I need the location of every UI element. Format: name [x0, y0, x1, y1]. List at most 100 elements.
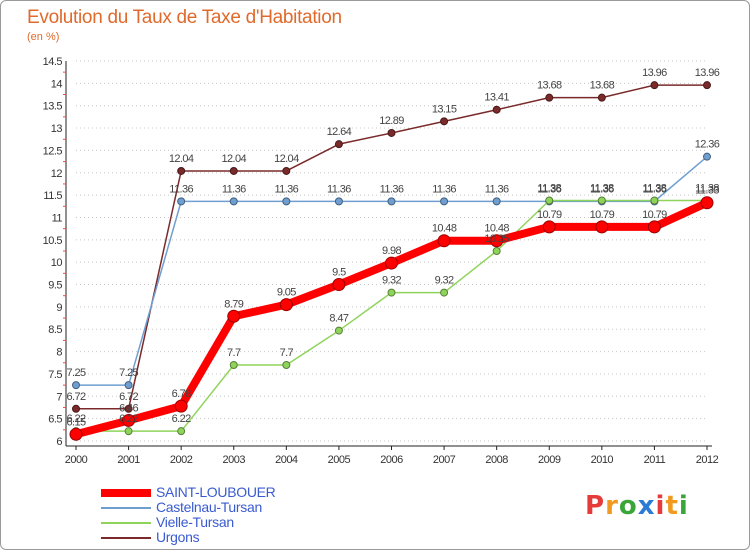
data-label-vielle-tursan: 6.22: [172, 413, 191, 425]
proxiti-logo: Proxiti: [585, 491, 689, 521]
data-label-saint-loubouer: 6.78: [172, 388, 191, 400]
data-point: [72, 404, 80, 413]
data-label-urgons: 13.41: [484, 92, 509, 104]
data-label-vielle-tursan: 9.32: [435, 275, 454, 287]
data-point: [177, 197, 186, 206]
data-point: [387, 128, 396, 137]
logo-letter: i: [678, 491, 689, 521]
legend-label: SAINT-LOUBOUER: [156, 484, 276, 500]
legend-label: Vielle-Tursan: [156, 514, 234, 530]
data-point: [650, 196, 659, 205]
data-point: [440, 197, 449, 206]
data-point: [545, 93, 554, 102]
data-point: [124, 381, 133, 390]
data-point: [227, 309, 241, 323]
data-point: [492, 247, 501, 255]
data-label-urgons: 13.68: [537, 80, 562, 92]
data-label-castelnau-tursan: 11.36: [274, 183, 298, 195]
data-label-saint-loubouer: 10.48: [484, 223, 509, 235]
data-point: [282, 166, 291, 175]
x-tick-label: 2010: [591, 454, 614, 466]
legend-swatch: [101, 521, 151, 524]
logo-letter: t: [665, 491, 679, 521]
y-tick-label: 14.5: [43, 56, 63, 68]
data-label-saint-loubouer: 9.5: [332, 267, 346, 279]
data-label-castelnau-tursan: 11.36: [643, 183, 667, 195]
data-point: [595, 220, 609, 234]
data-point: [332, 278, 346, 292]
series-urgons: [72, 81, 711, 413]
data-label-castelnau-tursan: 12.36: [695, 139, 720, 151]
data-point: [700, 196, 714, 210]
data-point: [177, 166, 186, 175]
y-tick-label: 6: [56, 436, 62, 448]
data-point: [440, 288, 449, 297]
logo-letter: o: [618, 491, 638, 521]
data-label-castelnau-tursan: 11.36: [485, 183, 509, 195]
x-tick-label: 2004: [275, 454, 298, 466]
x-tick-label: 2012: [696, 454, 719, 466]
data-point: [282, 361, 291, 369]
chart-title: Evolution du Taux de Taxe d'Habitation: [27, 7, 342, 28]
y-tick-label: 10: [51, 257, 63, 269]
unit-label: (en %): [27, 31, 60, 43]
y-tick-label: 7.5: [48, 369, 62, 381]
legend-item-saint-loubouer: SAINT-LOUBOUER: [101, 485, 276, 500]
data-label-castelnau-tursan: 11.36: [327, 183, 351, 195]
data-point: [545, 196, 554, 205]
data-point: [229, 197, 238, 206]
y-tick-label: 13.5: [43, 101, 63, 113]
data-label-urgons: 12.89: [379, 115, 404, 127]
data-label-castelnau-tursan: 11.36: [590, 183, 614, 195]
data-label-saint-loubouer: 8.79: [224, 298, 243, 310]
data-point: [440, 117, 449, 126]
data-label-castelnau-tursan: 11.36: [380, 183, 404, 195]
legend-swatch: [101, 488, 151, 497]
logo-letter: i: [655, 491, 666, 521]
data-point: [229, 166, 238, 175]
data-label-urgons: 12.64: [327, 126, 352, 138]
legend-label: Castelnau-Tursan: [156, 499, 262, 515]
data-label-urgons: 6.72: [119, 391, 138, 403]
data-point: [124, 404, 133, 413]
x-tick-label: 2003: [223, 454, 246, 466]
legend-item-castelnau-tursan: Castelnau-Tursan: [101, 500, 276, 515]
data-point: [387, 197, 396, 206]
logo-letter: P: [585, 491, 606, 521]
data-point: [229, 361, 238, 369]
data-label-vielle-tursan: 7.7: [227, 347, 241, 359]
data-label-saint-loubouer: 10.79: [537, 209, 562, 221]
data-label-castelnau-tursan: 7.25: [119, 367, 138, 379]
data-label-vielle-tursan: 10.25: [484, 233, 509, 245]
data-point: [542, 220, 556, 234]
x-tick-label: 2002: [170, 454, 193, 466]
data-label-saint-loubouer: 9.05: [277, 287, 296, 299]
x-tick-label: 2007: [433, 454, 456, 466]
data-label-urgons: 6.72: [66, 391, 85, 403]
x-tick-label: 2005: [328, 454, 351, 466]
data-label-saint-loubouer: 10.79: [590, 209, 615, 221]
data-point: [124, 427, 133, 436]
data-point: [490, 234, 504, 248]
data-label-vielle-tursan: 11.38: [643, 182, 667, 194]
data-point: [387, 288, 396, 297]
data-point: [69, 427, 83, 441]
data-point: [650, 81, 659, 90]
data-point: [703, 152, 711, 161]
legend-swatch: [101, 506, 151, 509]
data-label-castelnau-tursan: 11.36: [222, 183, 246, 195]
data-point: [334, 326, 343, 335]
data-label-urgons: 13.96: [642, 67, 667, 79]
data-point: [174, 399, 188, 413]
y-tick-label: 12: [51, 168, 63, 180]
data-label-urgons: 12.04: [169, 153, 194, 165]
data-point: [72, 381, 80, 390]
y-tick-label: 11.5: [43, 190, 62, 202]
data-label-vielle-tursan: 9.32: [382, 275, 401, 287]
data-label-vielle-tursan: 11.38: [695, 182, 719, 194]
x-tick-label: 2008: [485, 454, 508, 466]
legend-item-urgons: Urgons: [101, 530, 276, 545]
data-point: [385, 256, 398, 270]
y-tick-label: 9.5: [48, 280, 62, 292]
